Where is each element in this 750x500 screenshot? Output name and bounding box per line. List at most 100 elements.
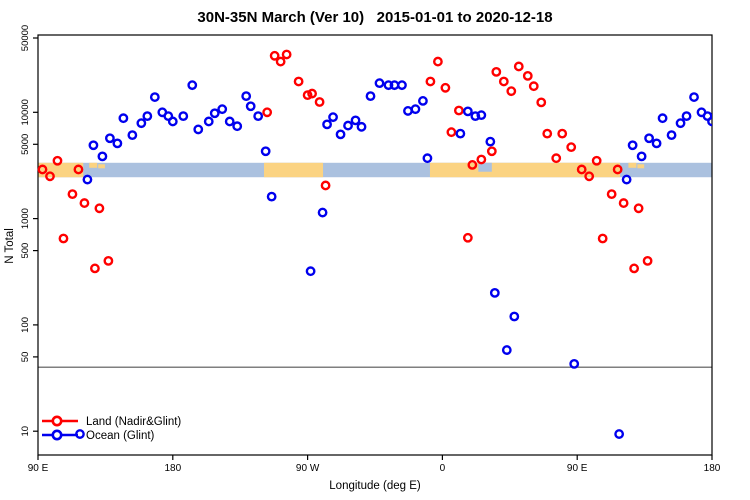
- data-point-ocean: [112, 138, 123, 149]
- data-point-land: [576, 164, 587, 175]
- data-point-land: [275, 56, 286, 67]
- x-tick-label: 90 E: [28, 463, 49, 474]
- data-point-ocean: [328, 112, 338, 123]
- data-point-ocean: [241, 91, 252, 102]
- data-point-land: [440, 82, 451, 93]
- data-point-ocean: [569, 358, 580, 369]
- data-point-land: [591, 155, 602, 166]
- data-point-ocean: [217, 104, 228, 115]
- data-point-ocean: [374, 78, 385, 89]
- data-point-land: [320, 180, 331, 191]
- data-point-land: [522, 71, 533, 81]
- data-point-land: [73, 164, 84, 175]
- y-tick-label: 1000: [20, 208, 31, 229]
- data-point-ocean: [657, 113, 668, 124]
- x-axis-label: Longitude (deg E): [329, 480, 421, 492]
- data-point-land: [293, 76, 304, 87]
- data-point-ocean: [88, 140, 99, 151]
- data-point-ocean: [266, 191, 277, 202]
- data-point-ocean: [82, 174, 93, 185]
- data-point-ocean: [462, 106, 473, 117]
- data-point-land: [314, 97, 325, 107]
- data-point-ocean: [675, 118, 686, 129]
- data-point-land: [307, 88, 317, 99]
- data-point-ocean: [136, 118, 147, 129]
- data-point-ocean: [501, 345, 512, 355]
- data-point-land: [302, 90, 313, 101]
- data-point-land: [557, 128, 568, 139]
- y-tick-label: 5000: [20, 134, 31, 155]
- data-point-land: [58, 233, 69, 244]
- data-point-land: [433, 56, 443, 67]
- data-point-ocean: [232, 121, 243, 132]
- data-point-ocean: [142, 111, 153, 122]
- legend-marker: [51, 429, 63, 441]
- data-point-land: [446, 127, 457, 138]
- data-point-ocean: [621, 174, 632, 185]
- data-point-land: [79, 198, 90, 208]
- y-tick-label: 50: [20, 352, 31, 363]
- data-point-land: [612, 164, 623, 175]
- data-point-land: [597, 233, 608, 244]
- data-point-ocean: [305, 266, 316, 277]
- coast-band-island: [89, 162, 98, 168]
- data-point-ocean: [193, 124, 204, 135]
- x-tick-label: 90 E: [567, 463, 588, 474]
- data-point-ocean: [178, 111, 189, 122]
- data-point-ocean: [356, 121, 367, 132]
- data-point-ocean: [224, 116, 235, 127]
- y-tick-label: 50000: [20, 25, 31, 51]
- data-point-land: [642, 256, 653, 266]
- data-point-ocean: [253, 111, 264, 122]
- x-tick-label: 0: [440, 463, 446, 474]
- plot-border: [37, 34, 713, 456]
- data-point-ocean: [476, 110, 487, 121]
- data-point-ocean: [636, 151, 647, 162]
- data-point-ocean: [397, 80, 407, 91]
- data-point-land: [486, 146, 497, 157]
- data-point-ocean: [681, 111, 692, 122]
- data-point-land: [629, 263, 640, 274]
- data-point-ocean: [260, 146, 271, 157]
- data-point-land: [606, 189, 617, 200]
- data-point-ocean: [403, 106, 413, 116]
- data-point-ocean: [422, 153, 433, 164]
- data-point-ocean: [614, 429, 625, 439]
- data-point-ocean: [509, 311, 520, 322]
- data-point-land: [528, 81, 539, 92]
- data-point-ocean: [167, 116, 178, 127]
- y-tick-label: 10: [20, 426, 31, 437]
- x-tick-label: 180: [704, 463, 721, 474]
- data-point-ocean: [149, 92, 160, 102]
- coast-band-land: [429, 162, 621, 178]
- data-point-ocean: [322, 119, 332, 130]
- data-point-land: [498, 76, 509, 87]
- data-point-ocean: [187, 80, 198, 91]
- data-point-land: [262, 107, 273, 118]
- legend-marker: [51, 415, 63, 427]
- data-point-land: [94, 203, 105, 214]
- data-point-land: [269, 50, 280, 61]
- data-point-land: [506, 86, 517, 97]
- data-point-ocean: [707, 116, 712, 127]
- data-point-land: [513, 61, 524, 72]
- coast-band-island: [628, 162, 637, 168]
- data-point-land: [491, 66, 502, 77]
- data-point-ocean: [651, 138, 662, 149]
- legend-label: Land (Nadir&Glint): [86, 416, 181, 428]
- data-point-land: [103, 256, 114, 266]
- data-point-ocean: [350, 115, 361, 126]
- coast-band-land: [264, 162, 324, 178]
- coast-band-notch: [478, 162, 492, 172]
- data-point-ocean: [335, 129, 346, 140]
- data-point-land: [536, 97, 547, 108]
- y-tick-label: 10000: [20, 99, 31, 125]
- data-point-ocean: [666, 130, 677, 141]
- data-point-ocean: [644, 133, 654, 144]
- data-point-ocean: [689, 92, 699, 102]
- data-point-ocean: [209, 108, 220, 119]
- data-point-land: [425, 76, 436, 87]
- data-point-land: [542, 128, 553, 139]
